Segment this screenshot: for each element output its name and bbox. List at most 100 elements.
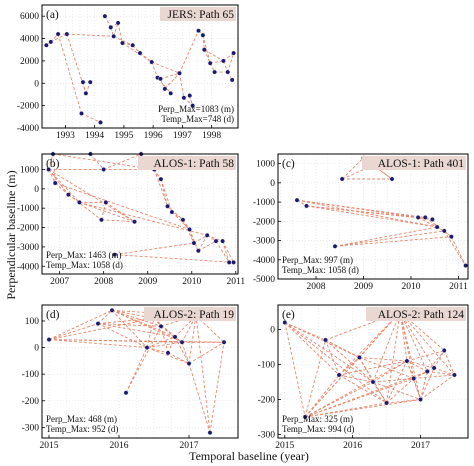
y-tick-label: -4000	[253, 256, 275, 266]
y-tick-label: -1000	[17, 204, 39, 214]
acquisition-point	[98, 120, 103, 125]
y-tick-label: -2000	[17, 224, 39, 234]
y-tick-label: 6000	[20, 12, 39, 22]
baseline-edge	[399, 311, 455, 376]
annotation-text: Temp_Max: 952 (d)	[46, 424, 118, 434]
baseline-edge	[372, 165, 393, 180]
baseline-edge	[399, 311, 421, 400]
acquisition-point	[190, 103, 196, 109]
baseline-edge	[57, 33, 82, 114]
acquisition-point	[220, 238, 225, 244]
acquisition-point	[186, 361, 192, 366]
baseline-edge	[160, 179, 173, 213]
baseline-edge	[97, 323, 148, 348]
baseline-edge	[179, 30, 199, 74]
acquisition-point	[77, 199, 82, 205]
y-tick-label: 100	[25, 317, 40, 327]
acquisition-point	[48, 39, 54, 45]
baseline-edge	[284, 322, 306, 418]
panel-label: (a)	[46, 9, 59, 21]
acquisition-point	[370, 379, 376, 385]
baseline-edge	[103, 153, 142, 170]
x-tick-label: 1996	[144, 131, 163, 141]
acquisition-point	[231, 259, 236, 265]
acquisition-point	[415, 215, 421, 220]
baseline-edge	[181, 342, 190, 364]
baseline-edge	[48, 169, 56, 184]
y-tick-label: 0	[34, 344, 39, 354]
baseline-edge	[90, 153, 105, 170]
baseline-edge	[114, 254, 234, 263]
x-tick-label: 2015	[275, 441, 294, 451]
acquisition-point	[95, 321, 101, 327]
baseline-edge	[79, 201, 208, 236]
x-tick-label: 2007	[50, 277, 69, 287]
baseline-edge	[325, 339, 340, 376]
x-tick-label: 2009	[354, 282, 373, 292]
acquisition-point	[187, 93, 193, 98]
baseline-edge	[406, 350, 445, 362]
baseline-edge	[97, 309, 113, 324]
baseline-edge	[296, 199, 426, 218]
acquisition-point	[213, 238, 219, 244]
annotation-text: Perp_Max: 468 (m)	[46, 414, 117, 424]
acquisition-point	[441, 348, 447, 353]
acquisition-point	[207, 430, 213, 436]
baseline-edge	[304, 374, 340, 418]
baseline-edge	[81, 113, 101, 123]
acquisition-point	[99, 217, 104, 223]
baseline-edge	[125, 326, 162, 393]
acquisition-point	[204, 232, 210, 238]
acquisition-point	[66, 192, 71, 198]
acquisition-point	[441, 228, 447, 234]
y-axis-label: Perpendicular baseline (m)	[4, 170, 18, 299]
acquisition-point	[418, 397, 423, 402]
baseline-edge	[406, 360, 428, 372]
y-tick-label: -1000	[253, 198, 275, 208]
acquisition-point	[46, 167, 52, 172]
plot-frame	[277, 304, 469, 439]
panel-b: 2007 2008 2009 2010 2011 -4000 -3000 -2000 -1000…	[17, 151, 245, 287]
baseline-edge	[304, 371, 428, 418]
baseline-edge	[325, 339, 374, 383]
baseline-edge	[304, 339, 326, 418]
baseline-edge	[209, 342, 225, 433]
acquisition-point	[422, 215, 428, 220]
baseline-edge	[55, 182, 190, 230]
baseline-edge	[420, 374, 455, 400]
baseline-edge	[146, 347, 169, 354]
y-tick-label: -300	[22, 423, 40, 433]
baseline-edge	[413, 367, 435, 379]
baseline-edge	[197, 235, 208, 251]
acquisition-point	[302, 414, 308, 420]
panel-d: 2015 2016 2017 -300 -200 -100 0 100 (d) ALOS-2: P…	[22, 304, 239, 451]
baseline-edge	[406, 360, 415, 379]
acquisition-point	[144, 345, 150, 350]
acquisition-point	[339, 176, 345, 182]
baseline-edge	[167, 205, 184, 221]
acquisition-point	[448, 234, 454, 240]
baseline-edge	[151, 61, 158, 78]
baseline-edge	[68, 194, 102, 221]
y-tick-label: 0	[270, 179, 275, 189]
baseline-edge	[334, 226, 438, 247]
baseline-edge	[284, 322, 340, 376]
baseline-edge	[117, 22, 123, 44]
baseline-edge	[284, 322, 360, 358]
x-tick-label: 2009	[138, 277, 157, 287]
baseline-edge	[227, 52, 235, 73]
baseline-edge	[157, 77, 172, 94]
baseline-edge	[433, 367, 455, 376]
acquisition-point	[55, 31, 61, 37]
baseline-edge	[48, 169, 135, 223]
baseline-edge	[399, 311, 408, 362]
acquisition-point	[115, 20, 121, 26]
y-tick-label: -100	[258, 361, 276, 371]
baseline-edge	[114, 242, 195, 256]
acquisition-point	[108, 24, 114, 30]
panel-a: 1993 1994 1995 1996 1997 1998 -4000 -2000 0 2000 4…	[17, 4, 239, 141]
acquisition-point	[304, 203, 309, 209]
baseline-edge	[146, 341, 183, 349]
baseline-edge	[48, 309, 113, 340]
